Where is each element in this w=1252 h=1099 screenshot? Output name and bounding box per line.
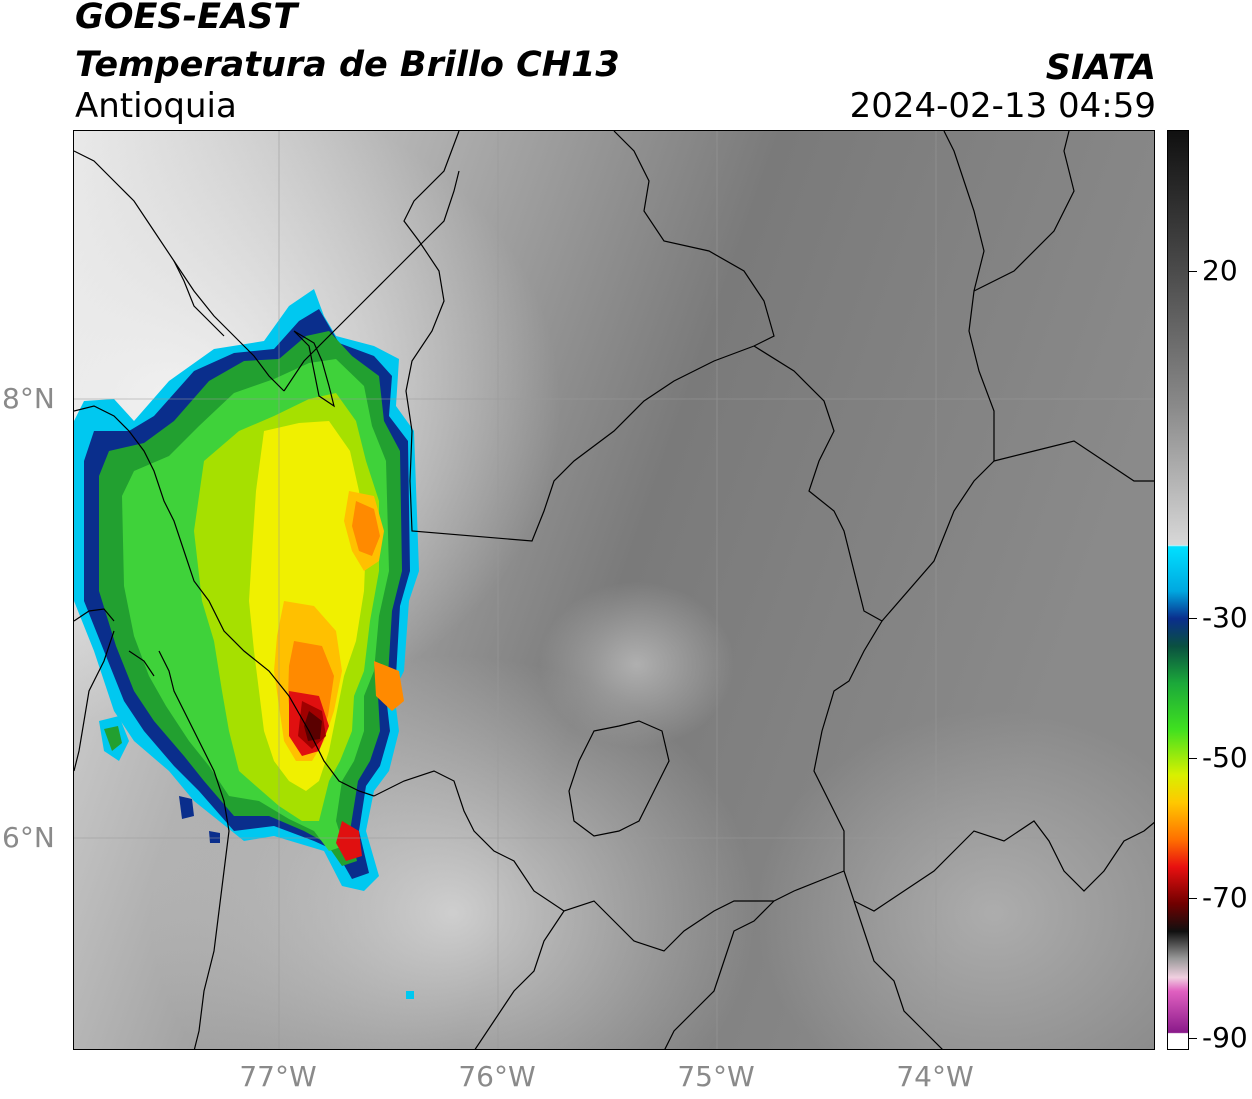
product-title: Temperatura de Brillo CH13 <box>75 45 620 85</box>
colorbar-label-minus70: -70 <box>1202 881 1248 914</box>
colorbar-label-minus30: -30 <box>1202 601 1248 634</box>
colorbar-tick <box>1189 271 1197 272</box>
storm-cluster <box>74 289 419 999</box>
region-subtitle: Antioquia <box>75 86 237 126</box>
longitude-label-76w: 76°W <box>458 1060 536 1093</box>
colorbar-tick <box>1189 898 1197 899</box>
colorbar-label-minus90: -90 <box>1202 1021 1248 1054</box>
longitude-label-74w: 74°W <box>896 1060 974 1093</box>
colorbar-label-20: 20 <box>1202 254 1238 287</box>
temperature-colorbar <box>1167 130 1189 1050</box>
satellite-title: GOES-EAST <box>75 0 298 37</box>
colorbar-label-minus50: -50 <box>1202 741 1248 774</box>
map-canvas <box>74 131 1154 1049</box>
colorbar-tick <box>1189 618 1197 619</box>
longitude-label-75w: 75°W <box>677 1060 755 1093</box>
colorbar-gradient <box>1168 131 1188 1049</box>
colorbar-tick <box>1189 758 1197 759</box>
political-boundaries <box>74 131 1154 1049</box>
longitude-label-77w: 77°W <box>239 1060 317 1093</box>
latitude-label-8n: 8°N <box>2 382 55 415</box>
organization-label: SIATA <box>1045 48 1156 88</box>
timestamp-label: 2024-02-13 04:59 <box>849 86 1156 126</box>
brightness-temperature-map[interactable] <box>73 130 1155 1050</box>
graticule <box>74 131 1154 1049</box>
latitude-label-6n: 6°N <box>2 821 55 854</box>
colorbar-tick <box>1189 1038 1197 1039</box>
